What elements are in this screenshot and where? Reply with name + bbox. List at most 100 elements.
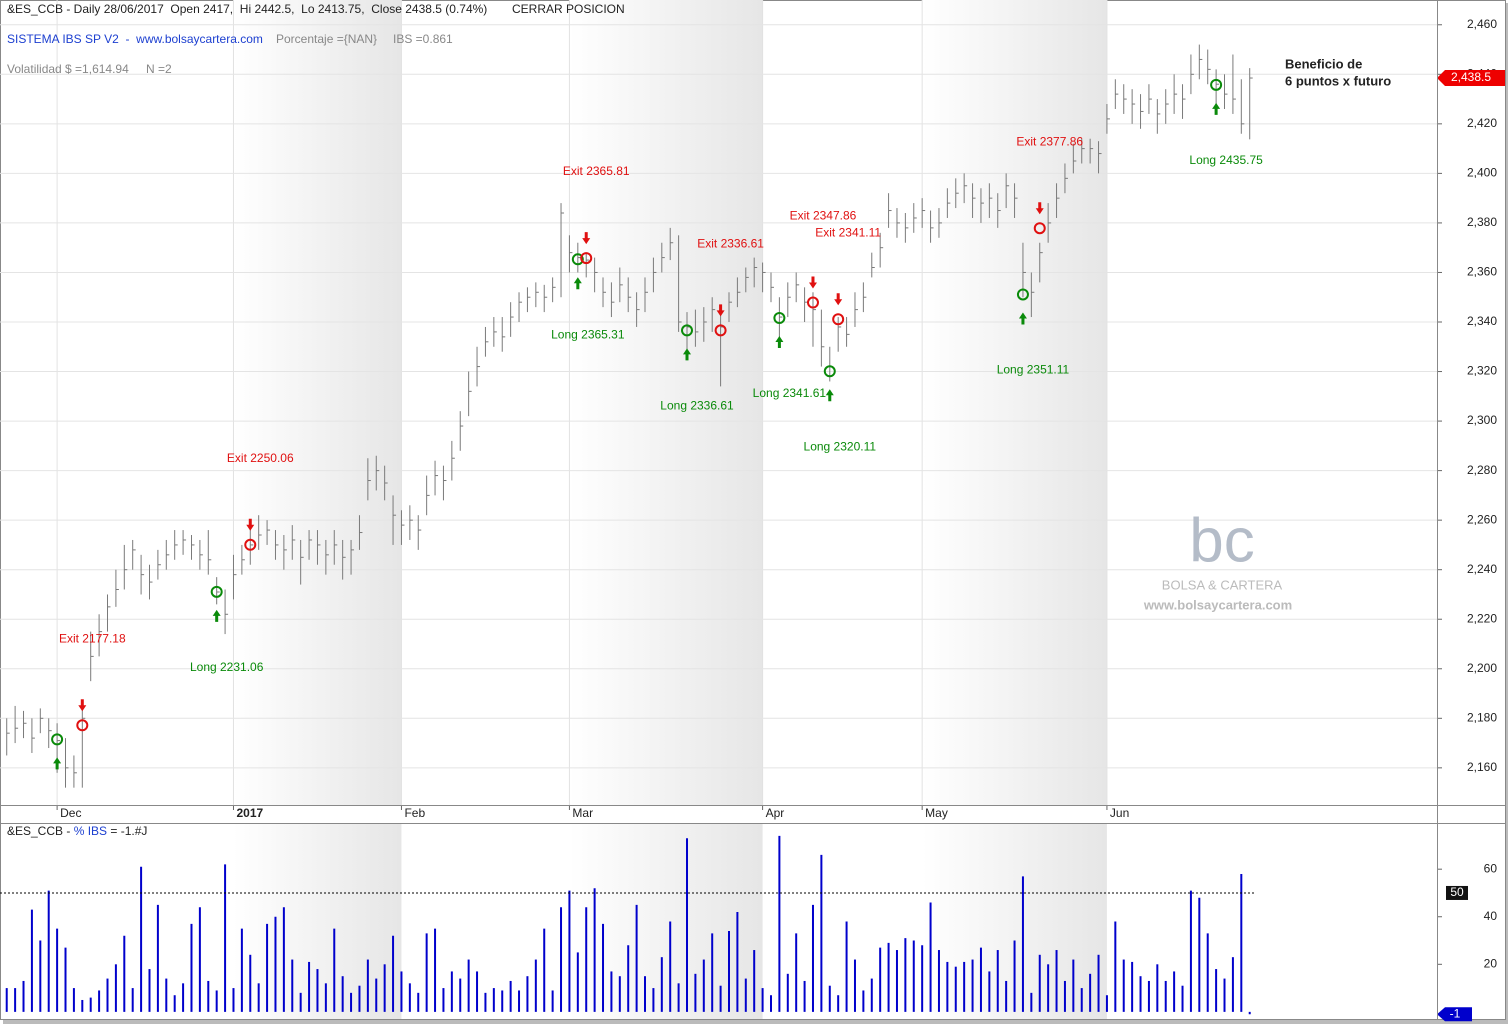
entry-marker [1016, 288, 1029, 301]
exit-marker [714, 324, 727, 337]
entry-arrow [825, 389, 834, 402]
x-tick-label: 2017 [236, 806, 263, 820]
entry-arrow [775, 336, 784, 349]
y-tick-label: 2,360 [1467, 265, 1497, 279]
y-tick-label: 2,220 [1467, 611, 1497, 625]
entry-arrow [212, 609, 221, 622]
exit-marker [580, 252, 593, 265]
month-shade [233, 0, 402, 805]
exit-label: Exit 2336.61 [697, 237, 764, 251]
entry-label: Long 2320.11 [804, 439, 877, 453]
last-price-label: 2,438.5 [1451, 70, 1491, 84]
entry-marker [210, 585, 223, 598]
level-box [1446, 885, 1468, 900]
y-tick-label: 40 [1484, 909, 1498, 923]
y-tick-label: 2,260 [1467, 512, 1497, 526]
panel-title: &ES_CCB - % IBS = -1.#J [7, 824, 147, 838]
exit-arrow [834, 293, 843, 306]
x-tick-label: May [925, 806, 948, 820]
y-tick-label: 20 [1484, 956, 1498, 970]
exit-arrow [78, 699, 87, 712]
x-tick-label: Mar [572, 806, 593, 820]
header-action: CERRAR POSICION [512, 2, 625, 16]
entry-label: Long 2365.31 [551, 327, 625, 341]
y-tick-label: 2,460 [1467, 17, 1497, 31]
x-tick-label: Dec [60, 806, 81, 820]
y-tick-label: 2,160 [1467, 760, 1497, 774]
exit-label: Exit 2347.86 [790, 209, 857, 223]
exit-arrow [246, 518, 255, 531]
entry-marker [773, 312, 786, 325]
exit-label: Exit 2365.81 [563, 164, 630, 178]
y-tick-label: 2,380 [1467, 215, 1497, 229]
entry-label: Long 2351.11 [997, 363, 1070, 377]
entry-arrow [573, 277, 582, 290]
x-tick-label: Jun [1110, 806, 1129, 820]
last-value-label: -1 [1450, 1006, 1461, 1020]
exit-label: Exit 2250.06 [227, 451, 294, 465]
panel-title-part: = -1.#J [107, 824, 147, 838]
system-name: SISTEMA IBS SP V2 - www.bolsaycartera.co… [7, 32, 263, 46]
entry-marker [51, 733, 64, 746]
exit-label: Exit 2177.18 [59, 631, 126, 645]
y-tick-label: 2,180 [1467, 710, 1497, 724]
entry-marker [681, 324, 694, 337]
y-tick-label: 2,320 [1467, 364, 1497, 378]
exit-marker [832, 313, 845, 326]
watermark-logo: bc [1189, 506, 1254, 575]
entry-label: Long 2231.06 [190, 660, 264, 674]
watermark-name: BOLSA & CARTERA [1162, 577, 1283, 592]
exit-arrow [716, 304, 725, 317]
entry-marker [1210, 78, 1223, 91]
main-layer: Dec 2017 Feb Mar Apr May Jun 2,160 2,180 2,200 2,2… [0, 17, 1505, 1022]
entry-marker [571, 253, 584, 266]
entry-arrow [53, 757, 62, 770]
ibs-value: IBS =0.861 [393, 32, 453, 46]
y-tick-label: 2,400 [1467, 166, 1497, 180]
n-value: N =2 [146, 62, 172, 76]
exit-arrow [808, 276, 817, 289]
y-tick-label: 2,420 [1467, 116, 1497, 130]
level-label: 50 [1450, 885, 1464, 899]
x-tick-label: Apr [766, 806, 785, 820]
exit-label: Exit 2377.86 [1016, 134, 1083, 148]
exit-marker [244, 538, 257, 551]
header-line: &ES_CCB - Daily 28/06/2017 Open 2417, Hi… [7, 2, 487, 16]
exit-marker [76, 719, 89, 732]
x-tick-label: Feb [404, 806, 425, 820]
exit-marker [1033, 222, 1046, 235]
panel-title-part: % IBS [74, 824, 107, 838]
y-tick-label: 2,200 [1467, 661, 1497, 675]
y-tick-label: 2,240 [1467, 562, 1497, 576]
annotation: 6 puntos x futuro [1285, 73, 1391, 88]
y-tick-label: 2,300 [1467, 413, 1497, 427]
entry-label: Long 2341.61 [753, 386, 827, 400]
exit-marker [806, 296, 819, 309]
month-shade [569, 824, 763, 1019]
exit-arrow [582, 232, 591, 245]
exit-arrow [1035, 202, 1044, 215]
entry-label: Long 2336.61 [660, 399, 734, 413]
month-shade [922, 0, 1107, 805]
volatility: Volatilidad $ =1,614.94 [7, 62, 129, 76]
last-value-marker [1437, 1007, 1472, 1022]
month-shade [569, 0, 763, 805]
panel-title-part: &ES_CCB - [7, 824, 74, 838]
background-layer [0, 0, 1437, 1019]
entry-arrow [1018, 312, 1027, 325]
last-price-marker [1437, 70, 1505, 87]
y-tick-label: 60 [1484, 861, 1498, 875]
watermark-url: www.bolsaycartera.com [1143, 597, 1292, 612]
percentage: Porcentaje ={NAN} [276, 32, 377, 46]
entry-arrow [683, 348, 692, 361]
entry-arrow [1212, 102, 1221, 115]
y-tick-label: 2,340 [1467, 314, 1497, 328]
exit-label: Exit 2341.11 [815, 225, 881, 239]
entry-marker [823, 365, 836, 378]
y-tick-label: 2,280 [1467, 463, 1497, 477]
entry-label: Long 2435.75 [1189, 153, 1263, 167]
annotation: Beneficio de [1285, 56, 1362, 71]
